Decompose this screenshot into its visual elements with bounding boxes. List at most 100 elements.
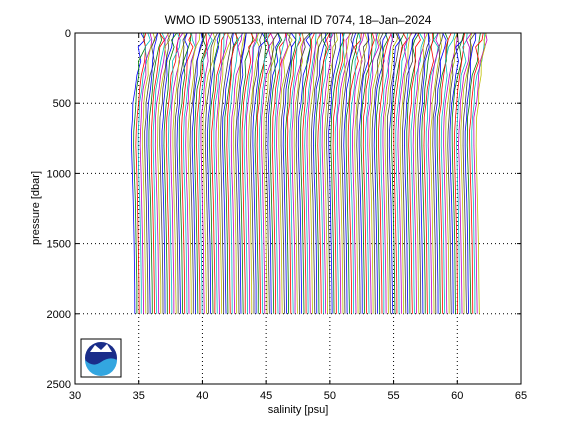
profile-line [462, 32, 476, 314]
profile-line [243, 32, 258, 314]
y-tick-label: 2500 [47, 379, 71, 391]
profile-line [144, 32, 158, 314]
profile-line [265, 32, 279, 314]
axes-frame [74, 32, 522, 385]
profile-line [425, 32, 439, 314]
profile-line [453, 32, 466, 314]
y-tick-label: 1500 [47, 239, 71, 251]
profile-line [191, 32, 203, 314]
profile-line [211, 32, 226, 314]
y-tick-label: 500 [53, 98, 71, 110]
profile-line [417, 32, 431, 314]
profile-line [360, 32, 373, 314]
x-tick-label: 55 [387, 390, 399, 402]
profile-line [295, 32, 311, 314]
profile-line [256, 32, 272, 314]
profile-line [141, 32, 156, 314]
profile-line [239, 32, 254, 314]
profile-line [297, 32, 313, 314]
profile-line [276, 32, 289, 314]
profile-line [196, 32, 208, 314]
y-tick-label: 2000 [47, 309, 71, 321]
profile-line [163, 32, 178, 314]
profile-line [137, 32, 151, 314]
profile-line [339, 32, 350, 314]
profile-line [458, 32, 472, 314]
profile-line [154, 32, 170, 314]
profile-line [152, 32, 166, 314]
x-tick-label: 45 [260, 390, 272, 402]
y-tick-label: 1000 [47, 168, 71, 180]
profile-line [315, 32, 329, 314]
profile-line [304, 32, 317, 314]
profile-line [310, 32, 323, 314]
profile-line [473, 32, 488, 314]
profile-line [319, 32, 332, 314]
profile-line [250, 32, 263, 314]
x-tick-label: 35 [133, 390, 145, 402]
profile-line [371, 32, 384, 314]
profile-line [362, 32, 375, 314]
profile-line [421, 32, 435, 314]
profile-line [176, 32, 189, 314]
profile-line [263, 32, 279, 314]
profile-line [347, 32, 362, 314]
profile-line [358, 32, 370, 314]
profile-line [412, 32, 426, 314]
profile-line [395, 32, 409, 314]
profile-line [284, 32, 297, 314]
profile-line [328, 32, 342, 314]
profile-line [206, 32, 220, 314]
profile-line [167, 32, 181, 314]
profile-line [406, 32, 420, 314]
profile-line [402, 32, 417, 314]
profile-line [178, 32, 192, 314]
profile-line [365, 32, 379, 314]
profile-line [323, 32, 338, 314]
profile-line [460, 32, 473, 314]
profile-line [464, 32, 477, 314]
profile-line [345, 32, 359, 314]
profile-line [150, 32, 165, 314]
x-tick-label: 60 [451, 390, 463, 402]
profile-line [224, 32, 238, 314]
profile-line [282, 32, 297, 314]
profile-line [209, 32, 221, 314]
profile-line [326, 32, 337, 314]
profile-line [469, 32, 484, 314]
y-axis-label: pressure [dbar] [30, 171, 42, 245]
profile-line [232, 32, 246, 314]
profile-line [261, 32, 275, 314]
profile-line [230, 32, 243, 314]
profile-line [436, 32, 449, 314]
profile-line [410, 32, 425, 314]
profile-line [181, 32, 194, 314]
profile-line [146, 32, 159, 314]
profile-line [213, 32, 225, 314]
profile-line [386, 32, 400, 314]
profile-line [215, 32, 229, 314]
chart-title: WMO ID 5905133, internal ID 7074, 18–Jan… [165, 13, 432, 27]
profile-line [434, 32, 447, 314]
x-tick-label: 30 [69, 390, 81, 402]
profile-line [174, 32, 188, 314]
profile-line [200, 32, 213, 314]
profile-line [157, 32, 171, 314]
profile-line [399, 32, 411, 314]
profile-line [202, 32, 216, 314]
x-tick-label: 50 [324, 390, 336, 402]
profile-line [170, 32, 184, 314]
profile-line [423, 32, 434, 314]
profile-line [382, 32, 394, 314]
profile-line [289, 32, 302, 314]
profile-line [456, 32, 468, 314]
profile-line [445, 32, 458, 314]
x-tick-label: 40 [196, 390, 208, 402]
profile-line [354, 32, 368, 314]
profile-line [274, 32, 289, 314]
profile-line [306, 32, 321, 314]
profile-line [308, 32, 323, 314]
profile-line [449, 32, 465, 314]
